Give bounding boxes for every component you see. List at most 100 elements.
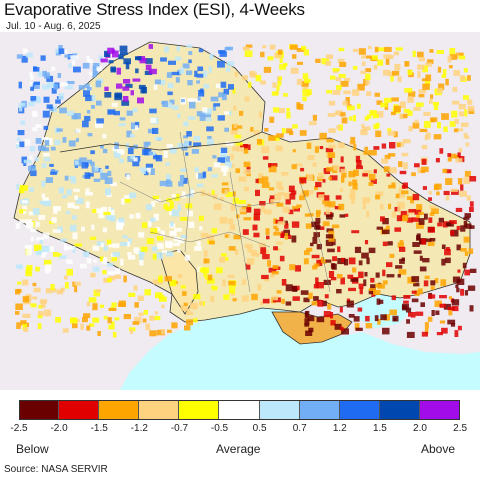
esi-pixel [145,58,153,64]
esi-pixel [125,62,130,70]
esi-pixel [359,287,363,295]
esi-pixel [403,295,411,299]
esi-pixel [241,279,246,285]
esi-pixel [25,52,33,58]
esi-pixel [197,96,201,101]
esi-pixel [447,55,452,63]
esi-pixel [64,175,69,181]
esi-pixel [90,272,96,278]
esi-pixel [135,56,141,61]
esi-pixel [149,108,157,114]
esi-pixel [41,180,46,188]
esi-pixel [443,303,451,310]
esi-pixel [365,73,371,80]
esi-pixel [307,174,313,181]
esi-pixel [350,189,356,196]
esi-pixel [102,227,108,233]
esi-pixel [211,285,215,289]
esi-pixel [389,309,397,316]
esi-pixel [395,265,403,269]
esi-pixel [464,290,468,296]
esi-pixel [339,62,347,67]
esi-pixel [194,167,199,173]
esi-pixel [324,195,330,201]
esi-pixel [188,59,192,64]
esi-pixel [91,105,95,109]
esi-pixel [433,134,442,140]
esi-pixel [458,55,466,60]
esi-pixel [323,279,331,285]
esi-pixel [392,70,400,76]
esi-pixel [130,133,135,138]
esi-pixel [219,216,228,224]
esi-pixel [123,275,127,283]
esi-pixel [413,282,420,287]
esi-pixel [49,106,54,111]
esi-pixel [22,296,30,303]
legend-tick-label: -1.5 [90,423,108,434]
esi-pixel [167,91,173,96]
esi-pixel [66,81,75,85]
esi-pixel [207,235,214,241]
esi-pixel [207,167,213,172]
esi-pixel [380,102,388,108]
esi-pixel [361,61,366,66]
esi-pixel [382,269,386,277]
esi-pixel [55,317,61,323]
esi-pixel [196,80,200,84]
esi-pixel [32,111,38,118]
esi-pixel [30,236,34,242]
esi-pixel [401,152,409,157]
esi-pixel [15,222,20,229]
esi-pixel [37,71,43,77]
esi-pixel [23,162,27,166]
esi-pixel [322,300,327,307]
esi-pixel [339,306,343,313]
esi-pixel [58,93,64,100]
esi-pixel [183,121,189,127]
esi-pixel [206,126,214,132]
esi-pixel [55,99,61,104]
esi-pixel [230,154,234,160]
esi-pixel [425,74,432,82]
esi-pixel [395,193,400,199]
esi-pixel [275,145,283,152]
esi-pixel [108,244,114,248]
esi-pixel [85,188,90,194]
esi-pixel [396,215,403,222]
esi-pixel [63,49,68,54]
esi-pixel [116,83,123,89]
esi-pixel [429,49,434,53]
esi-pixel [109,182,117,187]
esi-pixel [156,235,164,241]
esi-pixel [98,212,105,219]
esi-pixel [460,248,467,252]
esi-pixel [256,138,262,145]
esi-pixel [403,108,410,113]
esi-pixel [216,267,223,274]
esi-pixel [105,215,113,220]
esi-pixel [15,303,23,310]
legend-tick-label: -0.5 [210,423,229,434]
esi-pixel [304,323,310,327]
esi-pixel [290,44,298,50]
esi-pixel [435,158,440,163]
esi-pixel [166,102,172,108]
esi-pixel [429,212,435,216]
esi-pixel [281,128,286,134]
esi-pixel [296,78,303,85]
esi-pixel [424,328,429,334]
esi-pixel [40,253,46,258]
esi-pixel [313,263,320,268]
esi-pixel [325,259,332,263]
esi-pixel [198,89,205,97]
esi-pixel [377,47,386,52]
black-sea [120,308,480,390]
esi-pixel [330,75,336,80]
esi-pixel [223,169,227,176]
esi-pixel [247,247,253,253]
esi-pixel [35,266,40,272]
esi-pixel [424,134,428,141]
esi-pixel [16,322,21,329]
esi-pixel [423,280,429,287]
